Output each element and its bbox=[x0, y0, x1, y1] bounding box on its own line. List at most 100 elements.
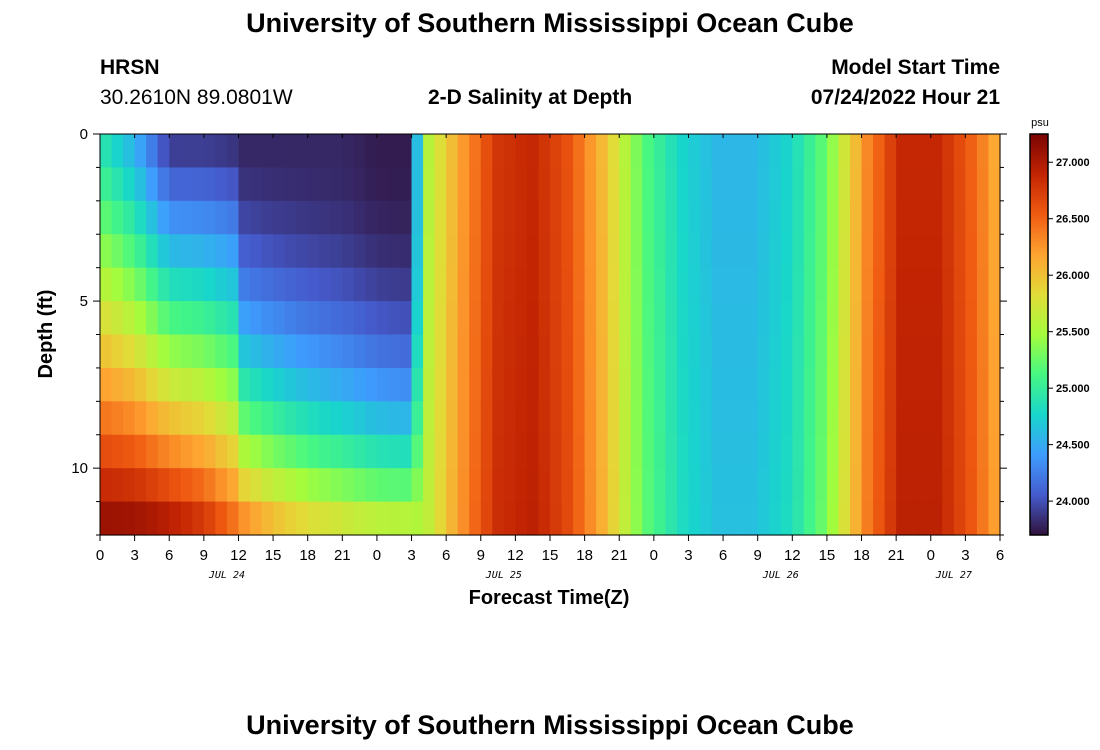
heatmap-cell bbox=[884, 334, 897, 369]
heatmap-cell bbox=[826, 200, 840, 235]
heatmap-cell bbox=[746, 468, 759, 503]
heatmap-cell bbox=[238, 134, 251, 169]
heatmap-cell bbox=[388, 134, 401, 169]
heatmap-cell bbox=[250, 367, 263, 402]
heatmap-cell bbox=[180, 334, 193, 369]
heatmap-cell bbox=[123, 501, 136, 536]
heatmap-cell bbox=[665, 468, 678, 503]
heatmap-cell bbox=[619, 234, 632, 269]
heatmap-cell bbox=[296, 367, 309, 402]
heatmap-cell bbox=[411, 501, 424, 536]
heatmap-cell bbox=[815, 501, 828, 536]
heatmap-cell bbox=[803, 434, 816, 469]
heatmap-cell bbox=[769, 167, 782, 202]
heatmap-cell bbox=[550, 200, 563, 235]
heatmap-cell bbox=[665, 167, 678, 202]
heatmap-cell bbox=[365, 434, 378, 469]
heatmap-cell bbox=[861, 367, 874, 402]
heatmap-cell bbox=[873, 367, 886, 402]
heatmap-cell bbox=[469, 334, 482, 369]
heatmap-cell bbox=[538, 134, 551, 169]
heatmap-cell bbox=[561, 367, 574, 402]
heatmap-cell bbox=[538, 501, 551, 536]
heatmap-cell bbox=[642, 200, 655, 235]
heatmap-cell bbox=[676, 301, 690, 336]
heatmap-cell bbox=[342, 434, 355, 469]
heatmap-cell bbox=[400, 367, 413, 402]
heatmap-cell bbox=[930, 167, 943, 202]
heatmap-cell bbox=[376, 134, 390, 169]
heatmap-cell bbox=[942, 234, 955, 269]
heatmap-cell bbox=[469, 167, 482, 202]
heatmap-cell bbox=[353, 234, 366, 269]
heatmap-cell bbox=[192, 267, 205, 302]
x-tick-label: 6 bbox=[442, 547, 450, 564]
heatmap-cell bbox=[123, 401, 136, 436]
x-date-label: JUL 26 bbox=[762, 570, 799, 581]
x-tick-label: 3 bbox=[684, 547, 692, 564]
heatmap-cell bbox=[826, 334, 840, 369]
heatmap-cell bbox=[953, 334, 966, 369]
heatmap-cell bbox=[307, 501, 320, 536]
heatmap-cell bbox=[296, 334, 309, 369]
heatmap-cell bbox=[930, 468, 943, 503]
heatmap-cell bbox=[238, 200, 251, 235]
heatmap-cell bbox=[273, 501, 286, 536]
heatmap-cell bbox=[307, 367, 320, 402]
heatmap-cell bbox=[688, 501, 701, 536]
heatmap-cell bbox=[792, 367, 805, 402]
heatmap-cell bbox=[169, 134, 182, 169]
heatmap-cell bbox=[815, 167, 828, 202]
heatmap-cell bbox=[734, 301, 747, 336]
x-tick-label: 6 bbox=[719, 547, 727, 564]
heatmap-cell bbox=[157, 367, 170, 402]
heatmap-cell bbox=[538, 434, 551, 469]
heatmap-cell bbox=[942, 334, 955, 369]
heatmap-cell bbox=[284, 267, 297, 302]
heatmap-cell bbox=[215, 401, 228, 436]
heatmap-cell bbox=[146, 234, 159, 269]
heatmap-cell bbox=[711, 167, 724, 202]
heatmap-cell bbox=[400, 267, 413, 302]
heatmap-cell bbox=[157, 267, 170, 302]
heatmap-cell bbox=[365, 468, 378, 503]
heatmap-cell bbox=[376, 167, 390, 202]
heatmap-cell bbox=[723, 134, 736, 169]
heatmap-cell bbox=[376, 501, 390, 536]
heatmap-cell bbox=[538, 367, 551, 402]
heatmap-cells bbox=[100, 134, 1001, 536]
heatmap-cell bbox=[134, 234, 147, 269]
heatmap-cell bbox=[942, 434, 955, 469]
heatmap-cell bbox=[665, 301, 678, 336]
heatmap-cell bbox=[226, 200, 240, 235]
heatmap-cell bbox=[884, 367, 897, 402]
heatmap-cell bbox=[284, 401, 297, 436]
heatmap-cell bbox=[192, 167, 205, 202]
heatmap-cell bbox=[976, 401, 990, 436]
heatmap-cell bbox=[480, 334, 493, 369]
heatmap-cell bbox=[619, 200, 632, 235]
heatmap-cell bbox=[273, 267, 286, 302]
heatmap-cell bbox=[446, 234, 459, 269]
heatmap-cell bbox=[723, 167, 736, 202]
heatmap-cell bbox=[192, 200, 205, 235]
heatmap-cell bbox=[226, 167, 240, 202]
heatmap-cell bbox=[192, 468, 205, 503]
heatmap-cell bbox=[492, 267, 505, 302]
heatmap-cell bbox=[850, 401, 863, 436]
heatmap-cell bbox=[757, 334, 770, 369]
heatmap-cell bbox=[307, 134, 320, 169]
heatmap-cell bbox=[434, 367, 447, 402]
heatmap-cell bbox=[873, 501, 886, 536]
heatmap-cell bbox=[653, 267, 666, 302]
heatmap-cell bbox=[919, 167, 932, 202]
heatmap-cell bbox=[907, 334, 920, 369]
heatmap-cell bbox=[273, 234, 286, 269]
heatmap-cell bbox=[642, 367, 655, 402]
heatmap-cell bbox=[134, 501, 147, 536]
heatmap-cell bbox=[469, 234, 482, 269]
heatmap-cell bbox=[711, 501, 724, 536]
heatmap-cell bbox=[711, 468, 724, 503]
heatmap-cell bbox=[792, 434, 805, 469]
heatmap-cell bbox=[296, 501, 309, 536]
